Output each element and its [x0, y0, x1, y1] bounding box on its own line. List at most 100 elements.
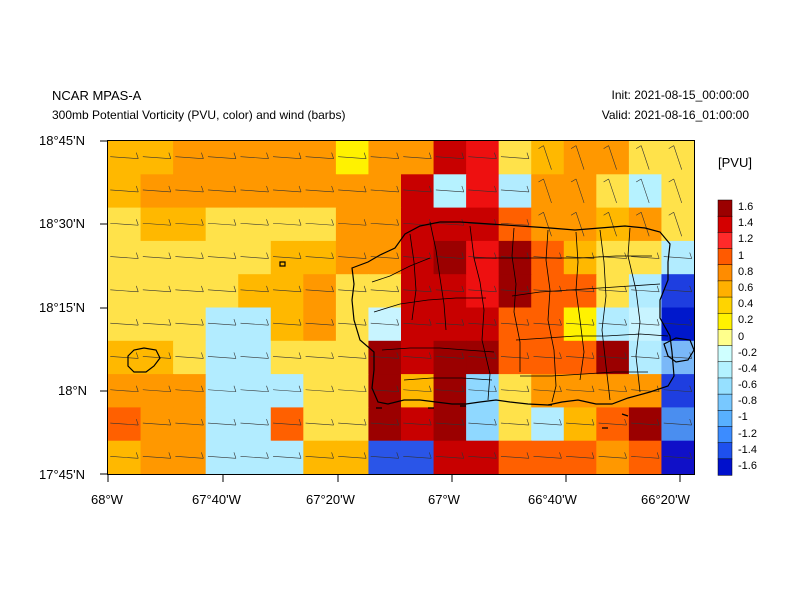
wind-barb	[338, 452, 367, 459]
wind-barb	[338, 352, 367, 359]
wind-barb	[631, 319, 660, 326]
colorbar-label: 0.6	[738, 282, 754, 294]
wind-barb	[403, 319, 432, 326]
x-tick-label: 67°20'W	[306, 492, 355, 507]
colorbar-swatch	[717, 442, 733, 460]
wind-barb	[175, 252, 204, 259]
wind-barb	[370, 219, 400, 226]
wind-barb	[273, 319, 302, 326]
wind-barb	[240, 319, 269, 326]
wind-barb	[207, 252, 237, 259]
wind-barb	[305, 185, 334, 193]
model-title: NCAR MPAS-A	[52, 88, 142, 103]
wind-barb	[435, 418, 465, 426]
colorbar-label: 1.2	[738, 233, 754, 246]
wind-barb	[500, 385, 530, 393]
wind-barb	[338, 219, 367, 226]
wind-barb	[598, 385, 627, 393]
wind-barb	[435, 385, 465, 393]
colorbar-swatch	[717, 280, 733, 298]
wind-barb	[338, 152, 367, 159]
wind-barb	[142, 319, 172, 326]
wind-barb	[403, 285, 432, 293]
wind-barb	[370, 185, 400, 193]
wind-barb	[142, 352, 172, 359]
wind-barb	[403, 452, 432, 459]
wind-barb	[110, 252, 139, 259]
colorbar-label: 0.8	[738, 265, 754, 278]
colorbar-label: -0.2	[738, 346, 757, 359]
wind-barb	[207, 319, 237, 326]
wind-barb	[500, 285, 530, 293]
wind-barb	[207, 418, 237, 426]
wind-barb	[305, 219, 334, 226]
wind-barb	[370, 418, 400, 426]
wind-barb	[500, 185, 530, 193]
wind-barb	[403, 352, 432, 359]
wind-barb	[533, 319, 562, 326]
wind-barb	[663, 452, 693, 459]
colorbar-label: -1.2	[738, 427, 757, 440]
wind-barb	[273, 385, 302, 393]
colorbar-swatch	[717, 329, 733, 347]
wind-barb	[631, 452, 660, 459]
x-tick-label: 68°W	[91, 492, 123, 507]
wind-barb	[175, 385, 204, 393]
wind-barb	[598, 285, 627, 293]
wind-barb	[636, 211, 650, 237]
colorbar-swatch	[717, 377, 733, 395]
wind-barb	[566, 352, 595, 359]
wind-barb	[468, 452, 497, 459]
wind-barb	[142, 152, 172, 159]
wind-barb	[631, 252, 660, 259]
south-cays	[376, 404, 629, 429]
wind-barb	[468, 418, 497, 426]
colorbar-label: 1	[738, 249, 745, 262]
colorbar-label: -0.4	[738, 362, 757, 375]
wind-barb	[663, 385, 693, 393]
colorbar-swatch	[717, 312, 733, 331]
municipality-lines	[371, 221, 669, 403]
wind-barb	[403, 418, 432, 426]
wind-barb	[207, 385, 237, 393]
colorbar-label: -0.8	[738, 395, 757, 408]
wind-barb	[142, 385, 172, 393]
wind-barb	[110, 385, 139, 393]
valid-time: Valid: 2021-08-16_01:00:00	[601, 108, 749, 122]
wind-barb	[668, 178, 683, 204]
wind-barb	[273, 352, 302, 359]
wind-barb	[175, 452, 204, 459]
mona-island-outline	[127, 347, 161, 373]
wind-barb	[305, 252, 334, 259]
wind-barb	[273, 185, 302, 193]
wind-barb	[403, 252, 432, 259]
wind-barb	[636, 145, 650, 170]
wind-barb	[370, 452, 400, 459]
wind-barb	[570, 211, 585, 237]
wind-barb	[240, 219, 269, 226]
wind-barb	[370, 352, 400, 359]
coastline	[127, 221, 695, 429]
wind-barb	[500, 219, 530, 226]
x-tick-label: 67°W	[428, 492, 460, 507]
wind-barb	[338, 418, 367, 426]
wind-barb	[142, 185, 172, 193]
wind-barb	[240, 352, 269, 359]
cay-outline	[279, 261, 286, 267]
wind-barb	[110, 285, 139, 293]
wind-barb	[142, 219, 172, 226]
x-tick-label: 67°40'W	[192, 492, 241, 507]
y-tick-label: 18°15'N	[39, 300, 85, 315]
wind-barb	[110, 219, 139, 226]
colorbar-swatch	[717, 232, 733, 250]
wind-barb	[533, 418, 562, 426]
wind-barbs	[110, 145, 693, 459]
wind-barb	[435, 352, 465, 359]
wind-barb	[142, 418, 172, 426]
wind-barb	[207, 185, 237, 193]
wind-barb	[570, 145, 585, 170]
wind-barb	[207, 285, 237, 293]
wind-barb	[240, 418, 269, 426]
wind-barb	[240, 285, 269, 293]
wind-barb	[533, 352, 562, 359]
